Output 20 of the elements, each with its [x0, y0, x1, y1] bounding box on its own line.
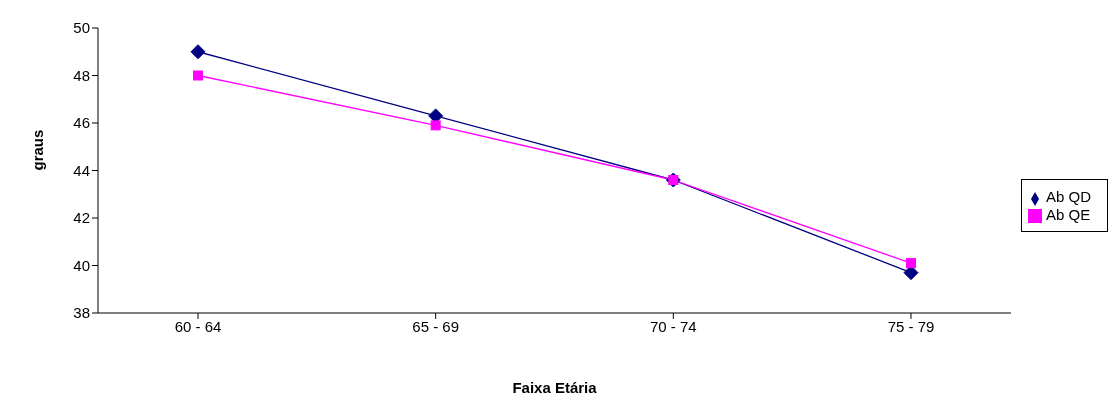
point: [903, 265, 919, 281]
point: [193, 70, 203, 81]
x-axis-title: Faixa Etária: [512, 379, 598, 396]
point: [430, 120, 441, 131]
y-tick-label: 42: [73, 209, 90, 227]
legend-label: Ab QD: [1045, 188, 1091, 206]
y-tick-label: 40: [73, 256, 90, 274]
x-tick-label: 65 - 69: [412, 317, 460, 335]
y-tick-label: 38: [73, 304, 90, 322]
legend-label: Ab QE: [1045, 205, 1091, 223]
y-axis-title: graus: [29, 129, 47, 171]
y-tick-label: 44: [73, 161, 90, 179]
point: [905, 258, 916, 269]
point: [190, 44, 206, 60]
x-tick-label: 60 - 64: [174, 317, 222, 335]
x-tick-label: 75 - 79: [887, 317, 935, 335]
y-tick-label: 50: [73, 19, 90, 37]
x-tick-label: 70 - 74: [649, 317, 697, 335]
y-tick-label: 46: [73, 114, 90, 132]
y-tick-label: 48: [73, 66, 90, 84]
